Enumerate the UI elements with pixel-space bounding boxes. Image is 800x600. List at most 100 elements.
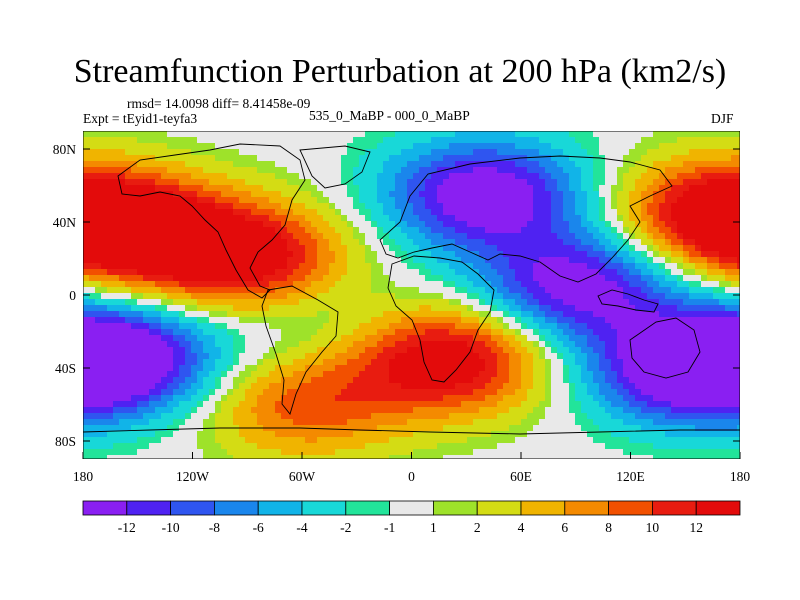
- field-cell: [251, 323, 258, 330]
- field-cell: [131, 191, 138, 198]
- field-cell: [131, 239, 138, 246]
- field-cell: [533, 143, 540, 150]
- field-cell: [263, 179, 270, 186]
- field-cell: [593, 341, 600, 348]
- field-cell: [167, 239, 174, 246]
- field-cell: [683, 359, 690, 366]
- field-cell: [179, 209, 186, 216]
- field-cell: [89, 197, 96, 204]
- field-cell: [641, 347, 648, 354]
- field-cell: [725, 149, 732, 156]
- field-cell: [407, 383, 414, 390]
- field-cell: [275, 233, 282, 240]
- field-cell: [617, 281, 624, 288]
- field-cell: [191, 383, 198, 390]
- field-cell: [185, 209, 192, 216]
- field-cell: [563, 131, 570, 138]
- field-cell: [83, 239, 90, 246]
- field-cell: [95, 251, 102, 258]
- field-cell: [647, 293, 654, 300]
- field-cell: [617, 251, 624, 258]
- field-cell: [605, 137, 612, 144]
- field-cell: [281, 245, 288, 252]
- field-cell: [437, 179, 444, 186]
- field-cell: [389, 227, 396, 234]
- field-cell: [605, 251, 612, 258]
- field-cell: [569, 227, 576, 234]
- field-cell: [149, 293, 156, 300]
- field-cell: [305, 347, 312, 354]
- field-cell: [377, 179, 384, 186]
- field-cell: [161, 269, 168, 276]
- field-cell: [725, 239, 732, 246]
- field-cell: [245, 401, 252, 408]
- field-cell: [113, 257, 120, 264]
- field-cell: [461, 365, 468, 372]
- field-cell: [557, 221, 564, 228]
- field-cell: [479, 137, 486, 144]
- field-cell: [629, 269, 636, 276]
- field-cell: [503, 173, 510, 180]
- field-cell: [131, 209, 138, 216]
- field-cell: [287, 311, 294, 318]
- field-cell: [695, 245, 702, 252]
- field-cell: [581, 215, 588, 222]
- field-cell: [503, 299, 510, 306]
- field-cell: [287, 389, 294, 396]
- field-cell: [449, 389, 456, 396]
- field-cell: [737, 383, 740, 390]
- field-cell: [335, 263, 342, 270]
- field-cell: [161, 179, 168, 186]
- field-cell: [95, 203, 102, 210]
- field-cell: [353, 257, 360, 264]
- field-cell: [491, 215, 498, 222]
- field-cell: [449, 203, 456, 210]
- field-cell: [479, 281, 486, 288]
- field-cell: [257, 299, 264, 306]
- field-cell: [593, 371, 600, 378]
- field-cell: [173, 353, 180, 360]
- field-cell: [437, 389, 444, 396]
- field-cell: [545, 311, 552, 318]
- field-cell: [101, 137, 108, 144]
- field-cell: [119, 317, 126, 324]
- field-cell: [389, 365, 396, 372]
- field-cell: [347, 161, 354, 168]
- field-cell: [281, 365, 288, 372]
- field-cell: [329, 269, 336, 276]
- field-cell: [251, 305, 258, 312]
- field-cell: [389, 161, 396, 168]
- field-cell: [455, 203, 462, 210]
- field-cell: [509, 209, 516, 216]
- field-cell: [191, 305, 198, 312]
- field-cell: [275, 227, 282, 234]
- field-cell: [425, 233, 432, 240]
- field-cell: [617, 131, 624, 138]
- field-cell: [719, 239, 726, 246]
- field-cell: [113, 155, 120, 162]
- field-cell: [695, 389, 702, 396]
- field-cell: [317, 287, 324, 294]
- field-cell: [275, 275, 282, 282]
- field-cell: [479, 179, 486, 186]
- field-cell: [461, 155, 468, 162]
- field-cell: [455, 287, 462, 294]
- field-cell: [239, 233, 246, 240]
- field-cell: [593, 149, 600, 156]
- field-cell: [251, 143, 258, 150]
- field-cell: [569, 329, 576, 336]
- field-cell: [311, 245, 318, 252]
- field-cell: [317, 335, 324, 342]
- field-cell: [437, 149, 444, 156]
- field-cell: [719, 335, 726, 342]
- field-cell: [545, 149, 552, 156]
- field-cell: [491, 245, 498, 252]
- field-cell: [575, 293, 582, 300]
- field-cell: [731, 197, 738, 204]
- field-cell: [479, 353, 486, 360]
- field-cell: [509, 383, 516, 390]
- field-cell: [191, 281, 198, 288]
- field-cell: [119, 143, 126, 150]
- field-cell: [677, 203, 684, 210]
- field-cell: [149, 137, 156, 144]
